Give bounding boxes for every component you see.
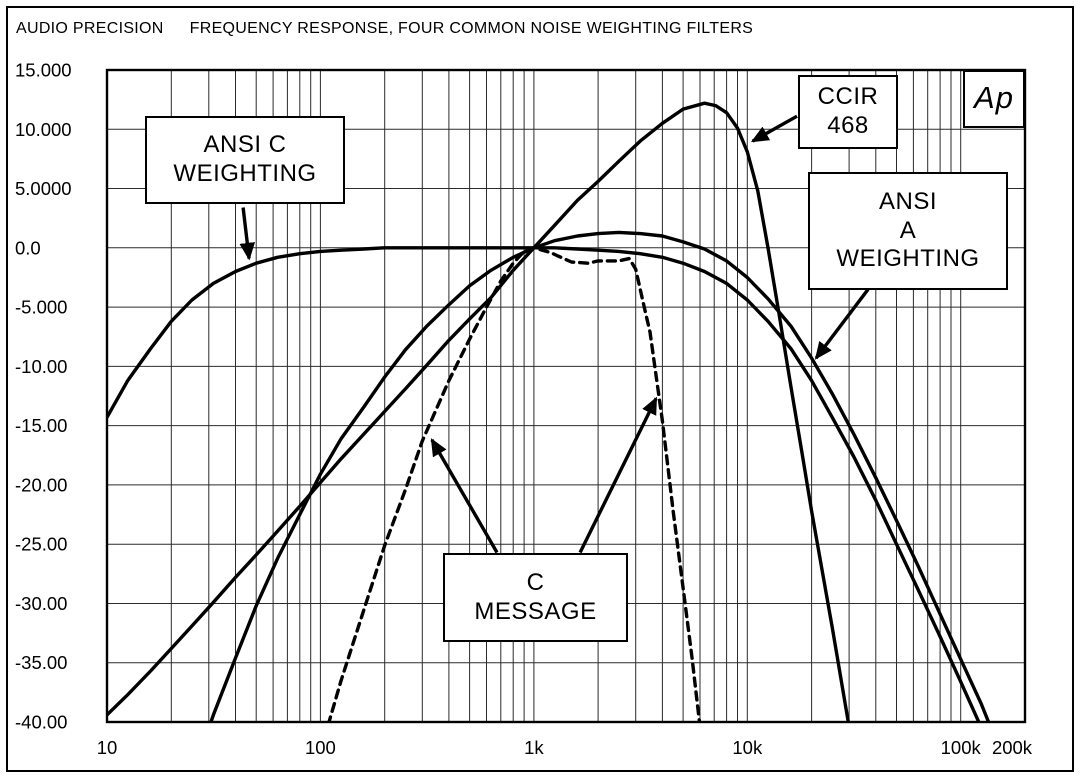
annotation-line: ANSI C [203,131,287,159]
curves [106,101,991,723]
annotation-line: ANSI [878,187,937,215]
y-tick-label: -40.00 [15,712,67,733]
annotation-box-ccir-468: CCIR 468 [798,75,898,149]
y-tick-label: -30.00 [15,593,67,614]
annotation-line: A [899,216,917,244]
x-tick-label: 100 [305,737,336,758]
y-tick-label: -5.000 [15,297,67,318]
annotation-arrow [239,207,256,261]
audio-precision-logo-icon: Ap [974,80,1014,115]
brand-label: AUDIO PRECISION [16,20,164,37]
y-tick-label: -10.00 [15,356,67,377]
annotation-arrow [814,288,870,360]
y-tick-label: 10.000 [15,119,72,140]
annotation-box-c-message: C MESSAGE [443,553,628,642]
y-tick-label: -35.00 [15,652,67,673]
x-axis-labels: 10 100 1k 10k 100k 200k [97,737,1033,758]
annotation-line: C [526,568,545,596]
y-axis-labels: 15.000 10.000 5.0000 0.0 -5.000 -10.00 -15.00 -… [15,60,72,733]
curve-ansi-c-weighting [106,246,982,723]
y-tick-label: -25.00 [15,534,67,555]
x-tick-label: 200k [992,737,1033,758]
x-tick-label: 1k [524,737,544,758]
audio-precision-logo: Ap [963,70,1025,128]
annotation-arrow [430,438,499,554]
x-tick-label: 100k [941,737,982,758]
curve-ansi-a-weighting [208,230,991,723]
y-tick-label: 0.0 [15,237,41,258]
x-tick-label: 10k [732,737,763,758]
plot-border [105,68,1027,724]
annotation-line: CCIR [817,83,879,111]
y-tick-label: -15.00 [15,415,67,436]
annotation-line: WEIGHTING [836,245,980,273]
curve-c-message [326,246,702,723]
annotation-arrow [750,114,798,143]
annotation-arrows [239,114,870,554]
y-tick-label: -20.00 [15,474,67,495]
x-tick-label: 10 [97,737,118,758]
annotation-line: WEIGHTING [173,160,317,187]
annotation-line: MESSAGE [474,597,597,625]
annotation-box-ansi-c-weighting: ANSI C WEIGHTING [145,116,345,204]
y-tick-label: 5.0000 [15,178,72,199]
annotation-box-ansi-a-weighting: ANSI A WEIGHTING [808,172,1008,290]
annotation-line: 468 [827,112,869,139]
chart-title: AUDIO PRECISION FREQUENCY RESPONSE, FOUR … [16,20,753,38]
annotation-arrow [578,396,658,554]
title-text: FREQUENCY RESPONSE, FOUR COMMON NOISE WE… [189,20,754,37]
y-tick-label: 15.000 [15,60,72,81]
